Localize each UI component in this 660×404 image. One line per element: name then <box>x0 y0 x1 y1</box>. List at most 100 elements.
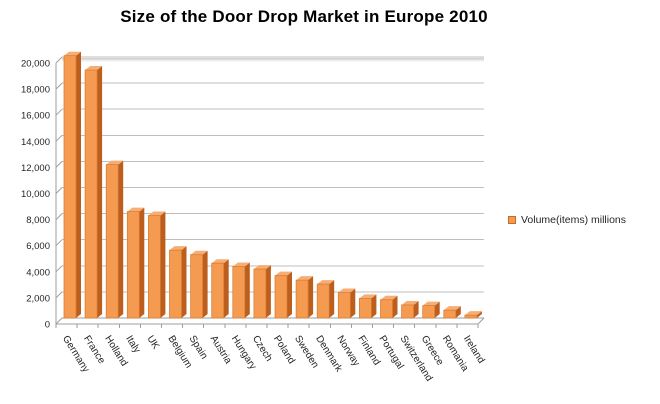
bar-front-face <box>232 266 246 319</box>
bar-side-face <box>413 300 419 318</box>
bar-front-face <box>422 305 436 319</box>
y-label-12000: 12,000 <box>21 163 50 174</box>
bar-side-face <box>371 294 377 318</box>
bar-holland <box>105 160 124 319</box>
legend-swatch-icon <box>508 216 516 224</box>
top-gridline-shadow <box>62 58 484 62</box>
bar-front-face <box>380 299 393 319</box>
y-axis-tick <box>55 265 63 273</box>
bar-side-face <box>139 207 145 318</box>
bar-romania <box>443 306 461 319</box>
legend: Volume(items) millions <box>508 214 626 226</box>
bar-side-face <box>181 246 187 318</box>
bar-finland <box>359 294 377 319</box>
bar-side-face <box>329 280 335 318</box>
bar-top-face <box>338 288 356 293</box>
bar-top-face <box>211 259 229 264</box>
y-axis-tick <box>55 134 63 142</box>
bar-front-face <box>464 314 478 319</box>
bar-sweden <box>295 276 314 319</box>
y-label-18000: 18,000 <box>21 85 50 96</box>
bar-side-face <box>160 211 166 318</box>
bar-front-face <box>148 215 161 319</box>
y-label-20000: 20,000 <box>21 59 50 70</box>
bar-denmark <box>316 280 335 319</box>
y-axis-tick <box>55 187 63 194</box>
bar-austria <box>211 259 229 319</box>
bar-top-face <box>359 294 377 299</box>
y-axis-tick <box>55 56 63 64</box>
y-axis-tick <box>55 317 63 325</box>
y-axis-tick <box>55 239 63 247</box>
bar-side-face <box>97 66 103 318</box>
y-axis-tick <box>55 213 63 220</box>
bar-front-face <box>295 279 309 319</box>
bar-top-face <box>169 246 187 251</box>
bar-front-face <box>253 268 267 319</box>
bar-top-face <box>190 250 208 255</box>
y-label-8000: 8,000 <box>26 215 50 226</box>
bar-top-face <box>275 271 292 276</box>
x-label-italy: Italy <box>123 334 142 355</box>
bar-belgium <box>169 246 187 319</box>
bar-uk <box>148 211 166 319</box>
bar-poland <box>274 271 292 319</box>
bar-front-face <box>443 309 457 319</box>
bar-side-face <box>244 262 250 318</box>
bar-germany <box>63 51 81 319</box>
bar-side-face <box>287 271 292 318</box>
y-label-0: 0 <box>45 320 50 331</box>
bar-side-face <box>265 265 271 318</box>
bar-top-face <box>85 66 103 71</box>
y-axis-tick <box>55 108 63 116</box>
plot-bars <box>63 51 482 319</box>
bar-front-face <box>84 69 98 319</box>
bar-side-face <box>118 160 124 318</box>
bar-side-face <box>455 306 461 318</box>
x-label-uk: UK <box>144 334 161 352</box>
bar-side-face <box>392 295 398 318</box>
bar-top-face <box>422 301 440 306</box>
bar-front-face <box>337 292 351 319</box>
bar-front-face <box>274 275 288 319</box>
bar-front-face <box>126 211 140 319</box>
bar-side-face <box>202 250 208 318</box>
bar-spain <box>190 250 208 319</box>
bar-top-face <box>380 295 398 300</box>
bar-top-face <box>317 280 335 285</box>
bar-front-face <box>401 304 414 319</box>
bar-france <box>84 66 103 319</box>
legend-label: Volume(items) millions <box>521 214 627 226</box>
bar-front-face <box>105 164 119 319</box>
y-axis-tick <box>55 161 63 168</box>
bar-top-face <box>232 262 250 267</box>
bar-front-face <box>169 249 182 319</box>
y-label-14000: 14,000 <box>21 137 50 148</box>
y-label-2000: 2,000 <box>26 293 50 304</box>
bar-portugal <box>380 295 398 319</box>
floor-corner-right <box>477 317 485 325</box>
bar-front-face <box>211 262 225 319</box>
bar-side-face <box>434 301 440 318</box>
bar-hungary <box>232 262 250 319</box>
bar-side-face <box>476 311 482 318</box>
plot-gridlines <box>62 56 484 293</box>
bar-top-face <box>296 276 314 281</box>
bar-side-face <box>76 51 81 318</box>
bar-side-face <box>223 259 229 318</box>
y-label-4000: 4,000 <box>26 267 50 278</box>
bar-side-face <box>308 276 314 318</box>
y-axis-tick <box>55 82 63 90</box>
bar-top-face <box>64 51 81 56</box>
bar-front-face <box>316 283 330 319</box>
y-label-6000: 6,000 <box>26 241 50 252</box>
y-label-10000: 10,000 <box>21 189 50 200</box>
y-axis-tick <box>55 291 63 299</box>
bar-top-face <box>401 300 419 305</box>
bar-ireland <box>464 311 482 319</box>
bar-top-face <box>106 160 124 165</box>
bar-greece <box>422 301 440 319</box>
